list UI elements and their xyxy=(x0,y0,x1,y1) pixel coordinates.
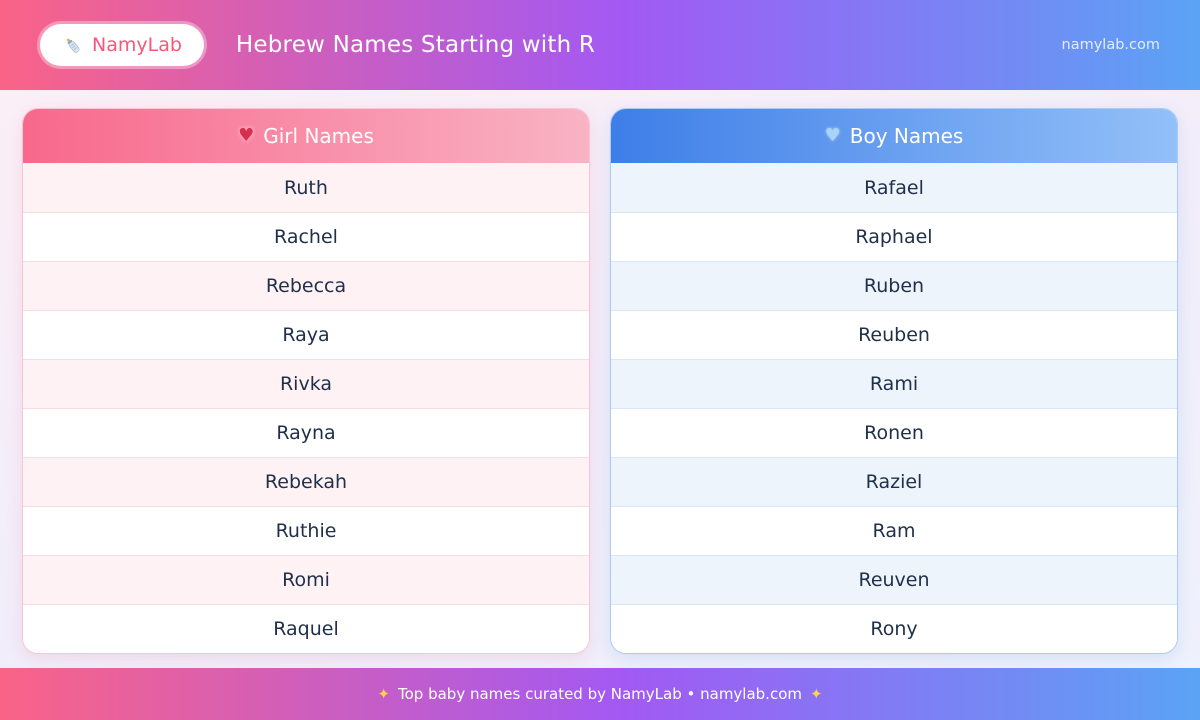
pink-heart-icon: ♥ xyxy=(238,125,255,146)
name-row: Ruben xyxy=(611,261,1177,310)
girl-names-card: ♥ Girl Names Ruth Rachel Rebecca Raya Rivka R… xyxy=(22,108,590,654)
name-row: Rony xyxy=(611,604,1177,653)
baby-bottle-icon xyxy=(66,38,80,53)
header-bar: NamyLab Hebrew Names Starting with R nam… xyxy=(0,0,1200,90)
name-row: Rayna xyxy=(23,408,589,457)
boy-names-header: ♥ Boy Names xyxy=(611,109,1177,163)
name-row: Rebekah xyxy=(23,457,589,506)
boy-names-title: Boy Names xyxy=(849,124,964,148)
name-row: Ruthie xyxy=(23,506,589,555)
name-row: Reuben xyxy=(611,310,1177,359)
name-row: Raziel xyxy=(611,457,1177,506)
name-row: Reuven xyxy=(611,555,1177,604)
brand-name: NamyLab xyxy=(92,34,182,56)
sparkle-icon: ✦ xyxy=(377,685,390,703)
sparkle-icon: ✦ xyxy=(810,685,823,703)
name-row: Ram xyxy=(611,506,1177,555)
page-title: Hebrew Names Starting with R xyxy=(235,32,596,58)
footer-text: Top baby names curated by NamyLab • namy… xyxy=(398,685,802,703)
name-row: Rivka xyxy=(23,359,589,408)
girl-names-list: Ruth Rachel Rebecca Raya Rivka Rayna Rebekah Ru… xyxy=(23,163,589,653)
name-row: Romi xyxy=(23,555,589,604)
name-row: Rafael xyxy=(611,163,1177,212)
boy-names-list: Rafael Raphael Ruben Reuben Rami Ronen Raziel R… xyxy=(611,163,1177,653)
site-url: namylab.com xyxy=(1061,37,1160,53)
name-row: Rebecca xyxy=(23,261,589,310)
blue-heart-icon: ♥ xyxy=(824,125,841,146)
name-row: Raphael xyxy=(611,212,1177,261)
content-area: ♥ Girl Names Ruth Rachel Rebecca Raya Rivka R… xyxy=(0,90,1200,668)
footer-bar: ✦ Top baby names curated by NamyLab • na… xyxy=(0,668,1200,720)
name-row: Rachel xyxy=(23,212,589,261)
name-row: Ruth xyxy=(23,163,589,212)
girl-names-title: Girl Names xyxy=(263,124,374,148)
name-row: Rami xyxy=(611,359,1177,408)
girl-names-header: ♥ Girl Names xyxy=(23,109,589,163)
boy-names-card: ♥ Boy Names Rafael Raphael Ruben Reuben Rami… xyxy=(610,108,1178,654)
brand-badge: NamyLab xyxy=(40,24,204,66)
name-row: Raya xyxy=(23,310,589,359)
name-row: Ronen xyxy=(611,408,1177,457)
name-row: Raquel xyxy=(23,604,589,653)
